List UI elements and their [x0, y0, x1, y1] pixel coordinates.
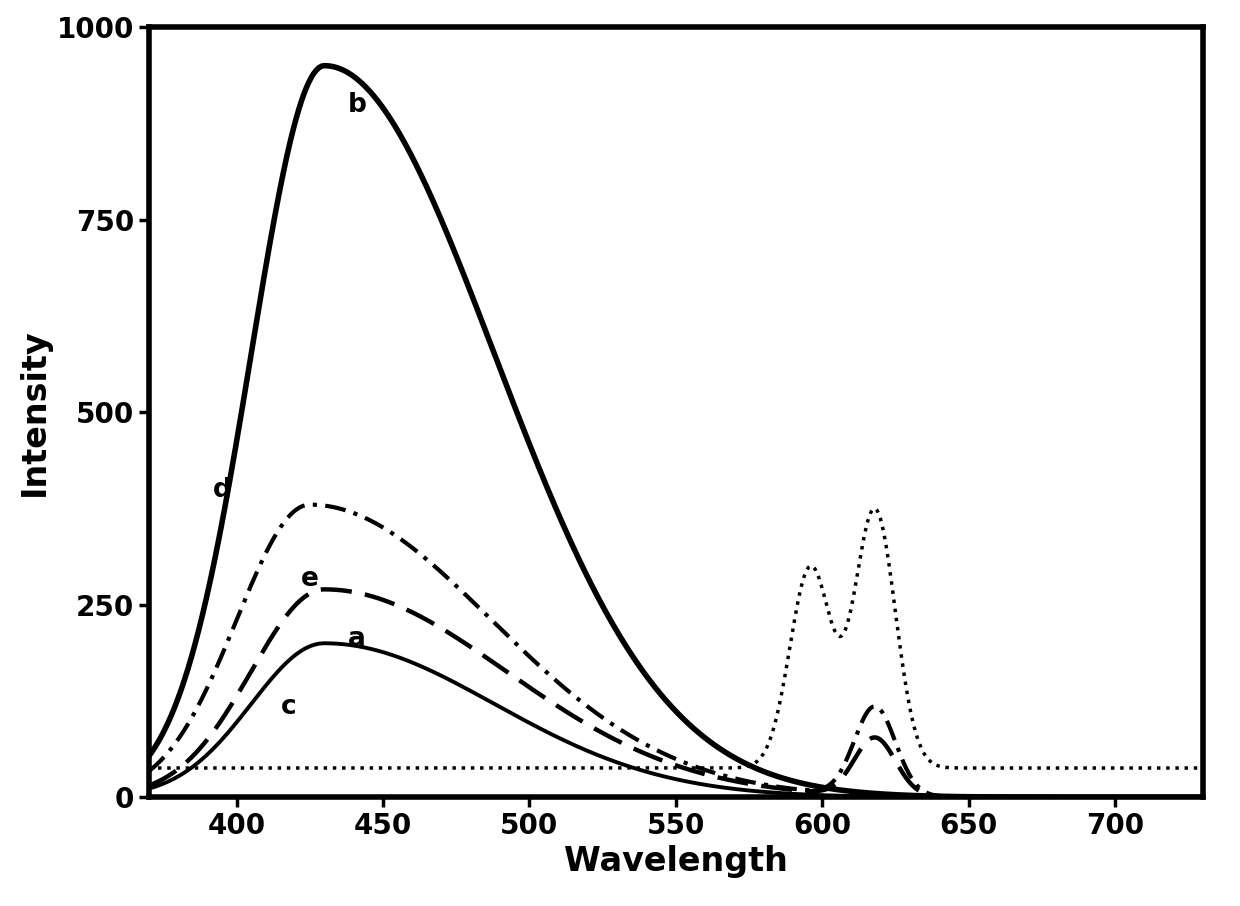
Y-axis label: Intensity: Intensity [19, 328, 51, 496]
Text: b: b [348, 92, 367, 118]
Text: a: a [348, 625, 366, 651]
Text: c: c [280, 694, 296, 720]
Text: d: d [213, 477, 232, 503]
X-axis label: Wavelength: Wavelength [564, 845, 787, 879]
Text: e: e [301, 565, 319, 592]
